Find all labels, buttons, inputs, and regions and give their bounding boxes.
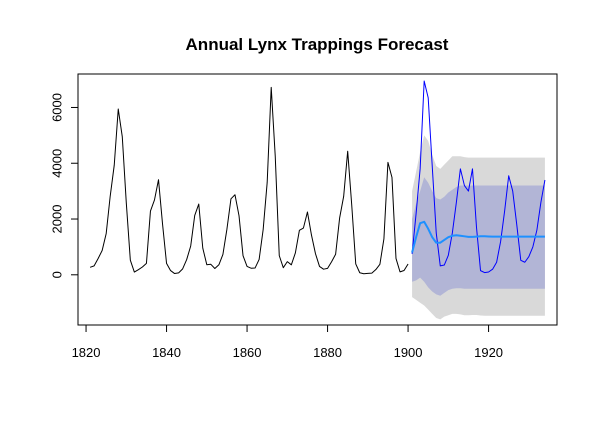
observed-series-line: [89, 86, 409, 275]
y-axis: 0 2000 4000 6000: [49, 93, 79, 278]
y-tick-label: 6000: [49, 93, 64, 122]
x-tick-label: 1840: [152, 345, 181, 360]
x-tick-label: 1880: [313, 345, 342, 360]
chart-title: Annual Lynx Trappings Forecast: [186, 35, 449, 54]
x-tick-label: 1900: [394, 345, 423, 360]
y-tick-label: 4000: [49, 149, 64, 178]
x-tick-label: 1860: [233, 345, 262, 360]
x-axis: 1820 1840 1860 1880 1900 1920: [72, 324, 503, 360]
series-lines: [89, 80, 546, 275]
forecast-mean-line: [411, 220, 545, 253]
y-tick-label: 0: [49, 271, 64, 278]
x-tick-label: 1820: [72, 345, 101, 360]
x-tick-label: 1920: [474, 345, 503, 360]
y-tick-label: 2000: [49, 205, 64, 234]
simulated-series-line: [411, 80, 546, 274]
